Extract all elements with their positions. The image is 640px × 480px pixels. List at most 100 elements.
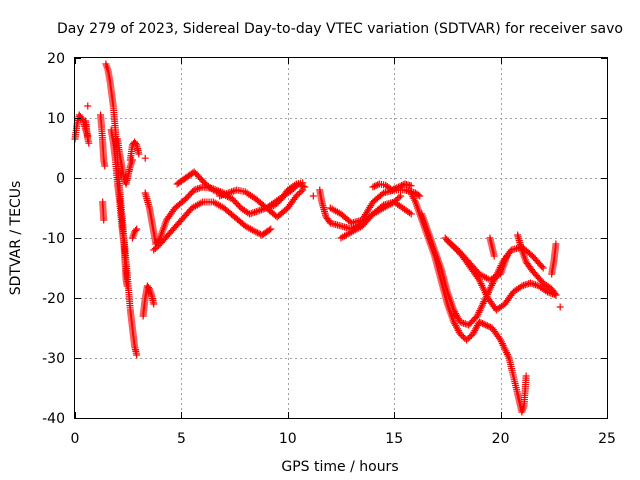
data-point bbox=[298, 182, 306, 189]
data-point bbox=[100, 216, 108, 224]
data-point bbox=[225, 193, 233, 201]
data-point bbox=[267, 225, 275, 233]
data-point bbox=[479, 320, 487, 327]
data-point bbox=[490, 252, 498, 260]
data-point bbox=[539, 264, 547, 272]
x-tick-label: 25 bbox=[598, 431, 616, 447]
data-point bbox=[398, 182, 406, 189]
data-point bbox=[372, 182, 380, 189]
data-point bbox=[253, 229, 261, 237]
data-point bbox=[150, 300, 158, 308]
data-point bbox=[480, 320, 488, 328]
data-point bbox=[133, 351, 141, 359]
data-point bbox=[503, 252, 511, 260]
data-point bbox=[123, 282, 131, 290]
data-point bbox=[85, 139, 93, 147]
data-point bbox=[369, 183, 377, 191]
data-point bbox=[309, 192, 317, 200]
data-point bbox=[371, 182, 379, 190]
data-point bbox=[459, 333, 467, 341]
data-point bbox=[475, 318, 483, 326]
data-point bbox=[133, 225, 141, 233]
y-tick-label: 10 bbox=[47, 111, 65, 127]
data-point bbox=[396, 182, 404, 190]
x-axis-label: GPS time / hours bbox=[281, 459, 398, 475]
data-point bbox=[393, 184, 401, 192]
data-point bbox=[464, 335, 472, 342]
data-point bbox=[522, 372, 530, 380]
data-point bbox=[482, 321, 490, 329]
data-point bbox=[390, 185, 398, 193]
data-point bbox=[391, 185, 399, 192]
data-point bbox=[397, 192, 405, 200]
x-tick-label: 15 bbox=[385, 431, 403, 447]
data-point bbox=[538, 263, 546, 270]
data-point bbox=[288, 186, 296, 194]
data-point bbox=[291, 183, 299, 191]
data-point bbox=[292, 192, 300, 200]
chart-title: Day 279 of 2023, Sidereal Day-to-day VTE… bbox=[57, 21, 623, 37]
x-tick-labels: 0 5 10 15 20 25 bbox=[71, 431, 616, 447]
x-tick-label: 5 bbox=[177, 431, 186, 447]
y-tick-label: -20 bbox=[42, 291, 65, 307]
data-point bbox=[301, 183, 309, 191]
y-axis-label: SDTVAR / TECUs bbox=[8, 181, 24, 296]
data-point bbox=[252, 228, 260, 236]
data-point bbox=[296, 189, 304, 197]
data-point bbox=[141, 154, 149, 162]
y-tick-labels: -40 -30 -20 -10 0 10 20 bbox=[42, 51, 65, 427]
data-point bbox=[214, 188, 222, 196]
y-tick-label: 20 bbox=[47, 51, 65, 67]
data-point bbox=[84, 102, 92, 110]
data-point bbox=[265, 226, 273, 234]
data-point bbox=[297, 188, 305, 195]
data-point bbox=[552, 291, 560, 299]
data-point bbox=[78, 116, 86, 123]
data-point bbox=[407, 210, 415, 218]
x-tick-label: 0 bbox=[71, 431, 80, 447]
y-tick-label: -10 bbox=[42, 231, 65, 247]
y-tick-label: 0 bbox=[56, 171, 65, 187]
data-point bbox=[458, 332, 466, 339]
data-point bbox=[556, 303, 564, 311]
data-point bbox=[213, 188, 221, 195]
data-point bbox=[416, 192, 424, 200]
data-point bbox=[485, 323, 493, 330]
axis-ticks bbox=[75, 58, 608, 419]
x-tick-label: 20 bbox=[492, 431, 510, 447]
data-point bbox=[414, 191, 422, 199]
y-tick-label: -30 bbox=[42, 351, 65, 367]
data-point bbox=[552, 240, 560, 248]
plot-frame bbox=[74, 57, 608, 419]
data-point bbox=[477, 319, 485, 327]
data-point bbox=[407, 182, 415, 190]
data-point bbox=[395, 194, 403, 201]
data-point bbox=[466, 333, 474, 341]
data-point bbox=[294, 191, 302, 198]
data-point bbox=[135, 150, 143, 158]
y-tick-label: -40 bbox=[42, 411, 65, 427]
data-point bbox=[495, 334, 503, 342]
data-point bbox=[101, 162, 109, 170]
data-point bbox=[456, 330, 464, 338]
data-point bbox=[150, 246, 158, 254]
data-point bbox=[463, 336, 471, 344]
data-point bbox=[394, 183, 402, 191]
data-point bbox=[211, 187, 219, 195]
data-point bbox=[483, 322, 491, 330]
data-point bbox=[151, 245, 159, 252]
data-point bbox=[290, 185, 298, 192]
data-point bbox=[551, 290, 559, 297]
data-point bbox=[209, 186, 217, 194]
x-tick-label: 10 bbox=[279, 431, 297, 447]
data-point bbox=[296, 181, 304, 189]
data-point bbox=[406, 209, 414, 217]
data-point bbox=[388, 186, 396, 194]
data-point bbox=[153, 243, 161, 251]
data-point bbox=[299, 182, 307, 190]
data-point bbox=[132, 140, 140, 147]
data-point bbox=[132, 227, 140, 234]
data-point bbox=[294, 180, 302, 188]
data-points bbox=[71, 60, 564, 416]
